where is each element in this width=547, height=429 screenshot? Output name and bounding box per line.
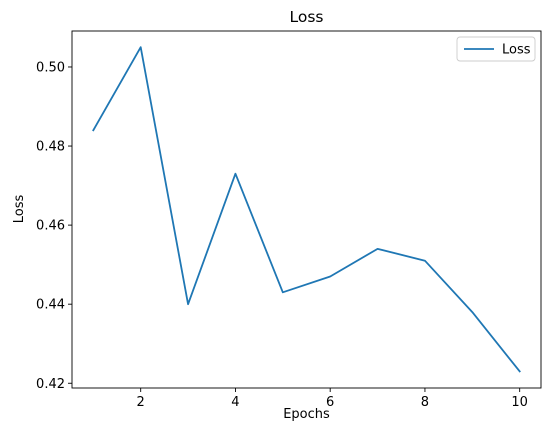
y-tick-label: 0.48 (36, 140, 65, 155)
series-line-loss (92, 46, 521, 373)
y-tick-label: 0.50 (36, 60, 65, 75)
chart-title: Loss (290, 8, 324, 26)
y-tick-label: 0.44 (36, 298, 65, 313)
x-tick-label: 2 (137, 395, 145, 410)
legend-label-loss: Loss (502, 43, 531, 58)
x-tick-label: 4 (231, 395, 239, 410)
plot-area (72, 31, 541, 388)
legend: Loss (456, 36, 536, 62)
x-tick-label: 8 (421, 395, 429, 410)
x-tick-label: 10 (511, 395, 528, 410)
series-layer (92, 46, 521, 373)
y-tick-label: 0.46 (36, 219, 65, 234)
x-axis-label: Epochs (283, 407, 330, 422)
legend-box (456, 36, 536, 62)
y-axis-label: Loss (12, 195, 27, 224)
x-tick-label: 6 (326, 395, 334, 410)
plot-frame (71, 30, 542, 389)
x-axis-ticks: 2 4 6 8 10 (137, 388, 528, 410)
y-tick-label: 0.42 (36, 377, 65, 392)
y-axis-ticks: 0.42 0.44 0.46 0.48 0.50 (36, 60, 72, 392)
